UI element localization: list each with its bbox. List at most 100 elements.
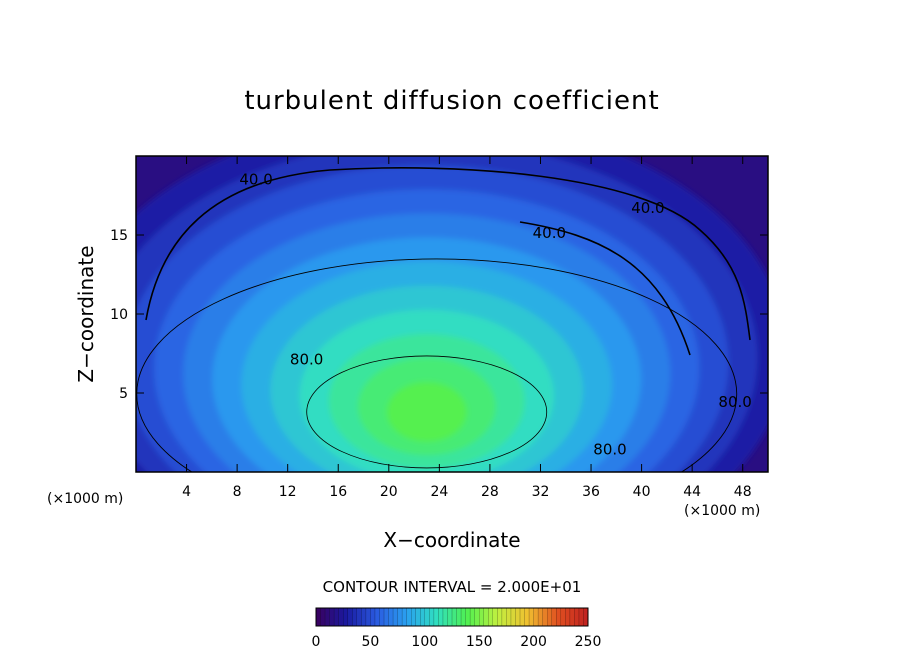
colorbar-strip	[429, 608, 435, 626]
colorbar-strip	[361, 608, 367, 626]
colorbar-strip	[542, 608, 548, 626]
colorbar-strip	[347, 608, 353, 626]
colorbar-strip	[569, 608, 575, 626]
contour-label: 40.0	[533, 224, 566, 242]
contour-40-outer	[145, 167, 751, 341]
x-axis-unit: (×1000 m)	[684, 503, 761, 519]
colorbar-strip	[578, 608, 584, 626]
colorbar-strip	[479, 608, 485, 626]
chart-title: turbulent diffusion coefficient	[244, 86, 660, 116]
x-tick-label: 48	[734, 484, 752, 500]
colorbar-strip	[506, 608, 512, 626]
colorbar-strip	[397, 608, 403, 626]
y-axis-unit: (×1000 m)	[47, 491, 124, 507]
x-tick-label: 16	[329, 484, 347, 500]
contour-labels: 40.0 40.0 40.0 80.0 80.0 80.0	[239, 170, 751, 458]
contour-40-inner	[519, 221, 691, 356]
colorbar-strip	[384, 608, 389, 626]
colorbar-strip	[488, 608, 494, 626]
colorbar-strip	[547, 608, 553, 626]
colorbar-strip	[470, 608, 475, 626]
colorbar-strip	[529, 608, 534, 626]
y-tick-label: 15	[110, 228, 128, 244]
colorbar-strip	[501, 608, 507, 626]
contour-label: 40.0	[631, 199, 664, 217]
colorbar-strip	[483, 608, 489, 626]
field-level	[386, 381, 467, 442]
contour-label: 80.0	[718, 393, 751, 411]
x-tick-label: 8	[233, 484, 242, 500]
colorbar-strip	[411, 608, 417, 626]
x-tick-label: 24	[430, 484, 448, 500]
colorbar-strip	[533, 608, 539, 626]
colorbar-strip	[461, 608, 466, 626]
colorbar-strip	[520, 608, 525, 626]
contour-label: 40.0	[239, 170, 272, 188]
colorbar-strip	[316, 608, 321, 626]
colorbar-strip	[406, 608, 412, 626]
colorbar-tick-label: 250	[575, 634, 602, 650]
colorbar-tick-label: 100	[411, 634, 438, 650]
y-tick-label: 5	[119, 386, 128, 402]
colorbar-strip	[334, 608, 339, 626]
x-tick-label: 20	[380, 484, 398, 500]
x-tick-label: 28	[481, 484, 499, 500]
colorbar-strip	[524, 608, 530, 626]
colorbar-strip	[388, 608, 394, 626]
field-layers	[136, 156, 768, 472]
colorbar-strip	[560, 608, 566, 626]
colorbar-strip	[356, 608, 362, 626]
colorbar-strip	[556, 608, 562, 626]
colorbar-strip	[497, 608, 503, 626]
colorbar-strip	[438, 608, 444, 626]
colorbar-strip	[433, 608, 439, 626]
colorbar-tick-label: 0	[312, 634, 321, 650]
x-tick-label: 36	[582, 484, 600, 500]
colorbar-strip	[456, 608, 462, 626]
colorbar-tick-label: 150	[466, 634, 493, 650]
colorbar-strip	[325, 608, 330, 626]
colorbar-strip	[374, 608, 380, 626]
colorbar-strip	[415, 608, 421, 626]
contour-label: 80.0	[593, 441, 626, 459]
colorbar-strip	[583, 608, 589, 626]
colorbar-strip	[565, 608, 571, 626]
x-tick-label: 4	[182, 484, 191, 500]
contour-inner	[306, 355, 548, 469]
colorbar-strip	[420, 608, 426, 626]
colorbar: 0 50 100 150 200 250	[312, 607, 602, 650]
colorbar-tick-label: 200	[520, 634, 547, 650]
x-tick-label: 44	[683, 484, 701, 500]
heatmap-field	[136, 156, 768, 472]
colorbar-strip	[370, 608, 376, 626]
colorbar-strip	[379, 608, 385, 626]
colorbar-strip	[465, 608, 471, 626]
y-axis-ticks: 5 10 15	[110, 228, 768, 402]
colorbar-strip	[352, 608, 358, 626]
x-tick-label: 40	[633, 484, 651, 500]
colorbar-strip	[329, 608, 335, 626]
colorbar-strip	[538, 608, 543, 626]
colorbar-strip	[447, 608, 453, 626]
colorbar-strip	[515, 608, 521, 626]
colorbar-strip	[551, 608, 557, 626]
colorbar-strip	[343, 608, 349, 626]
colorbar-strip	[442, 608, 448, 626]
colorbar-strip	[474, 608, 480, 626]
x-tick-label: 32	[532, 484, 550, 500]
x-axis-ticks: 4 8 12 16 20 24 28 32 36 40 44 48	[182, 156, 752, 500]
colorbar-frame	[315, 607, 589, 627]
x-tick-label: 12	[279, 484, 297, 500]
x-axis-label: X−coordinate	[383, 528, 521, 552]
colorbar-strip	[338, 608, 344, 626]
colorbar-strip	[510, 608, 516, 626]
colorbar-strip	[574, 608, 580, 626]
colorbar-strip	[402, 608, 407, 626]
contour-interval-text: CONTOUR INTERVAL = 2.000E+01	[322, 578, 582, 596]
colorbar-strip	[365, 608, 371, 626]
colorbar-strip	[452, 608, 457, 626]
colorbar-strip	[492, 608, 498, 626]
contour-label: 80.0	[290, 351, 323, 369]
colorbar-tick-label: 50	[361, 634, 379, 650]
